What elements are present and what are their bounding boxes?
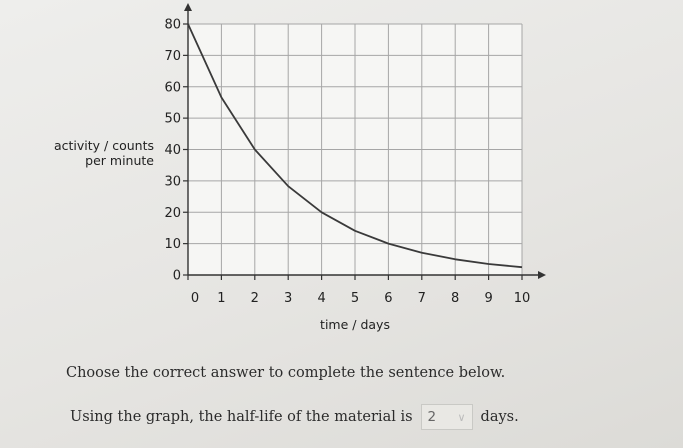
question-text: Choose the correct answer to complete th… xyxy=(66,365,506,381)
y-tick-label: 30 xyxy=(164,174,181,189)
y-axis-label: activity / counts per minute xyxy=(53,138,154,168)
x-tick-label: 6 xyxy=(384,291,392,306)
answer-sentence: Using the graph, the half-life of the ma… xyxy=(70,404,519,430)
y-tick-label: 70 xyxy=(164,49,181,64)
x-tick-label: 10 xyxy=(514,291,531,306)
x-tick-label: 2 xyxy=(251,291,259,306)
y-tick-label: 60 xyxy=(164,80,181,95)
sentence-end: days. xyxy=(480,409,519,425)
y-tick-label: 50 xyxy=(164,112,181,127)
y-tick-label: 0 xyxy=(173,269,181,284)
x-tick-label: 3 xyxy=(284,291,292,306)
y-axis-arrow xyxy=(184,3,192,11)
sentence-start: Using the graph, the half-life of the ma… xyxy=(70,409,413,425)
x-tick-label: 1 xyxy=(217,291,225,306)
half-life-dropdown[interactable]: 2 ∨ xyxy=(420,404,473,430)
y-tick-label: 80 xyxy=(164,18,181,33)
chevron-down-icon: ∨ xyxy=(457,410,466,424)
y-tick-label: 20 xyxy=(164,206,181,221)
x-tick-label: 8 xyxy=(451,291,459,306)
dropdown-value: 2 xyxy=(427,409,437,425)
y-tick-label: 40 xyxy=(164,143,181,158)
activity-chart: 0 1 2 3 4 5 6 7 8 9 10 0 10 20 30 40 50 60 70 80 xyxy=(164,3,546,306)
x-tick-label: 9 xyxy=(484,291,492,306)
x-tick-label: 7 xyxy=(418,291,426,306)
x-tick-label: 4 xyxy=(317,291,325,306)
x-tick-label: 5 xyxy=(351,291,359,306)
y-tick-label: 10 xyxy=(164,237,181,252)
x-axis-arrow xyxy=(538,271,546,279)
x-tick-label: 0 xyxy=(191,291,199,306)
decay-curve xyxy=(187,23,523,269)
x-axis-label: time / days xyxy=(320,317,390,332)
